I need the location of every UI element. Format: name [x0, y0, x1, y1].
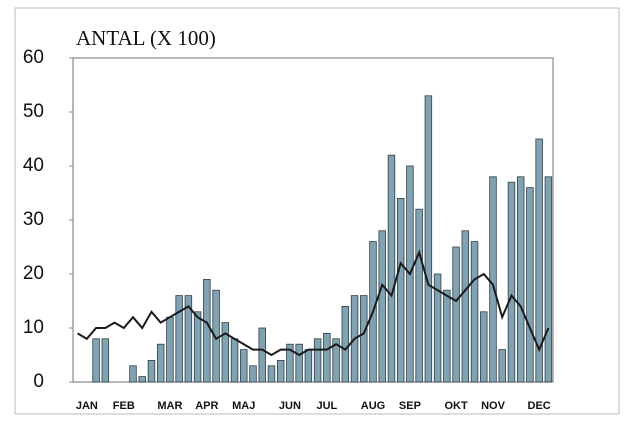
bar: [480, 311, 488, 383]
x-tick-label: NOV: [481, 400, 506, 412]
y-tick-label: 10: [23, 317, 44, 338]
bar: [498, 349, 506, 383]
bar: [433, 273, 442, 383]
bar: [396, 197, 405, 383]
bar: [544, 176, 553, 383]
bar: [129, 365, 137, 383]
bar: [332, 338, 340, 383]
bar: [535, 138, 543, 383]
x-tick-label: JUN: [279, 400, 301, 412]
bar: [156, 343, 165, 383]
bar: [415, 208, 423, 383]
chart-title: ANTAL (X 100): [76, 26, 216, 50]
bar: [323, 332, 331, 383]
bar: [193, 311, 202, 383]
bar: [295, 343, 303, 383]
x-tick-label: MAR: [157, 400, 182, 412]
bar: [184, 295, 193, 383]
bar: [424, 95, 433, 383]
x-tick-label: MAJ: [232, 400, 255, 412]
bar: [175, 295, 183, 383]
bar: [387, 154, 396, 383]
x-tick-label: DEC: [528, 400, 551, 412]
bar: [461, 230, 470, 383]
bar: [443, 289, 451, 383]
bar: [341, 305, 350, 383]
y-tick-label: 30: [23, 209, 44, 230]
bar: [507, 181, 516, 383]
bar: [378, 230, 386, 383]
bar: [360, 295, 368, 383]
x-tick-label: JUL: [316, 400, 337, 412]
bar: [452, 246, 460, 383]
bar: [276, 359, 285, 383]
bar: [516, 176, 525, 383]
bar: [147, 359, 156, 383]
bar: [221, 322, 230, 383]
y-tick-label: 20: [23, 263, 44, 284]
bar: [267, 365, 276, 383]
bar: [203, 278, 211, 383]
y-tick-label: 40: [23, 155, 44, 176]
trend-line: [77, 249, 550, 357]
bar: [138, 376, 146, 383]
x-tick-label: FEB: [113, 400, 135, 412]
x-tick-label: AUG: [361, 400, 385, 412]
bar: [249, 365, 257, 383]
bar: [92, 338, 100, 383]
x-tick-label: OKT: [444, 400, 468, 412]
y-tick-label: 0: [33, 371, 44, 392]
bar: [258, 327, 266, 383]
bar: [240, 349, 248, 383]
bar: [489, 176, 497, 383]
x-tick-label: JAN: [76, 400, 98, 412]
frame: [14, 7, 620, 415]
bar: [304, 349, 313, 383]
bar: [166, 316, 174, 383]
y-tick-label: 60: [23, 47, 44, 68]
bar: [313, 338, 322, 383]
bar: [101, 338, 110, 383]
y-tick-label: 50: [23, 101, 44, 122]
bar: [526, 187, 534, 383]
bar: [470, 241, 479, 383]
x-tick-label: APR: [195, 400, 218, 412]
x-tick-label: SEP: [399, 400, 421, 412]
bar: [286, 343, 294, 383]
bar: [230, 338, 239, 383]
